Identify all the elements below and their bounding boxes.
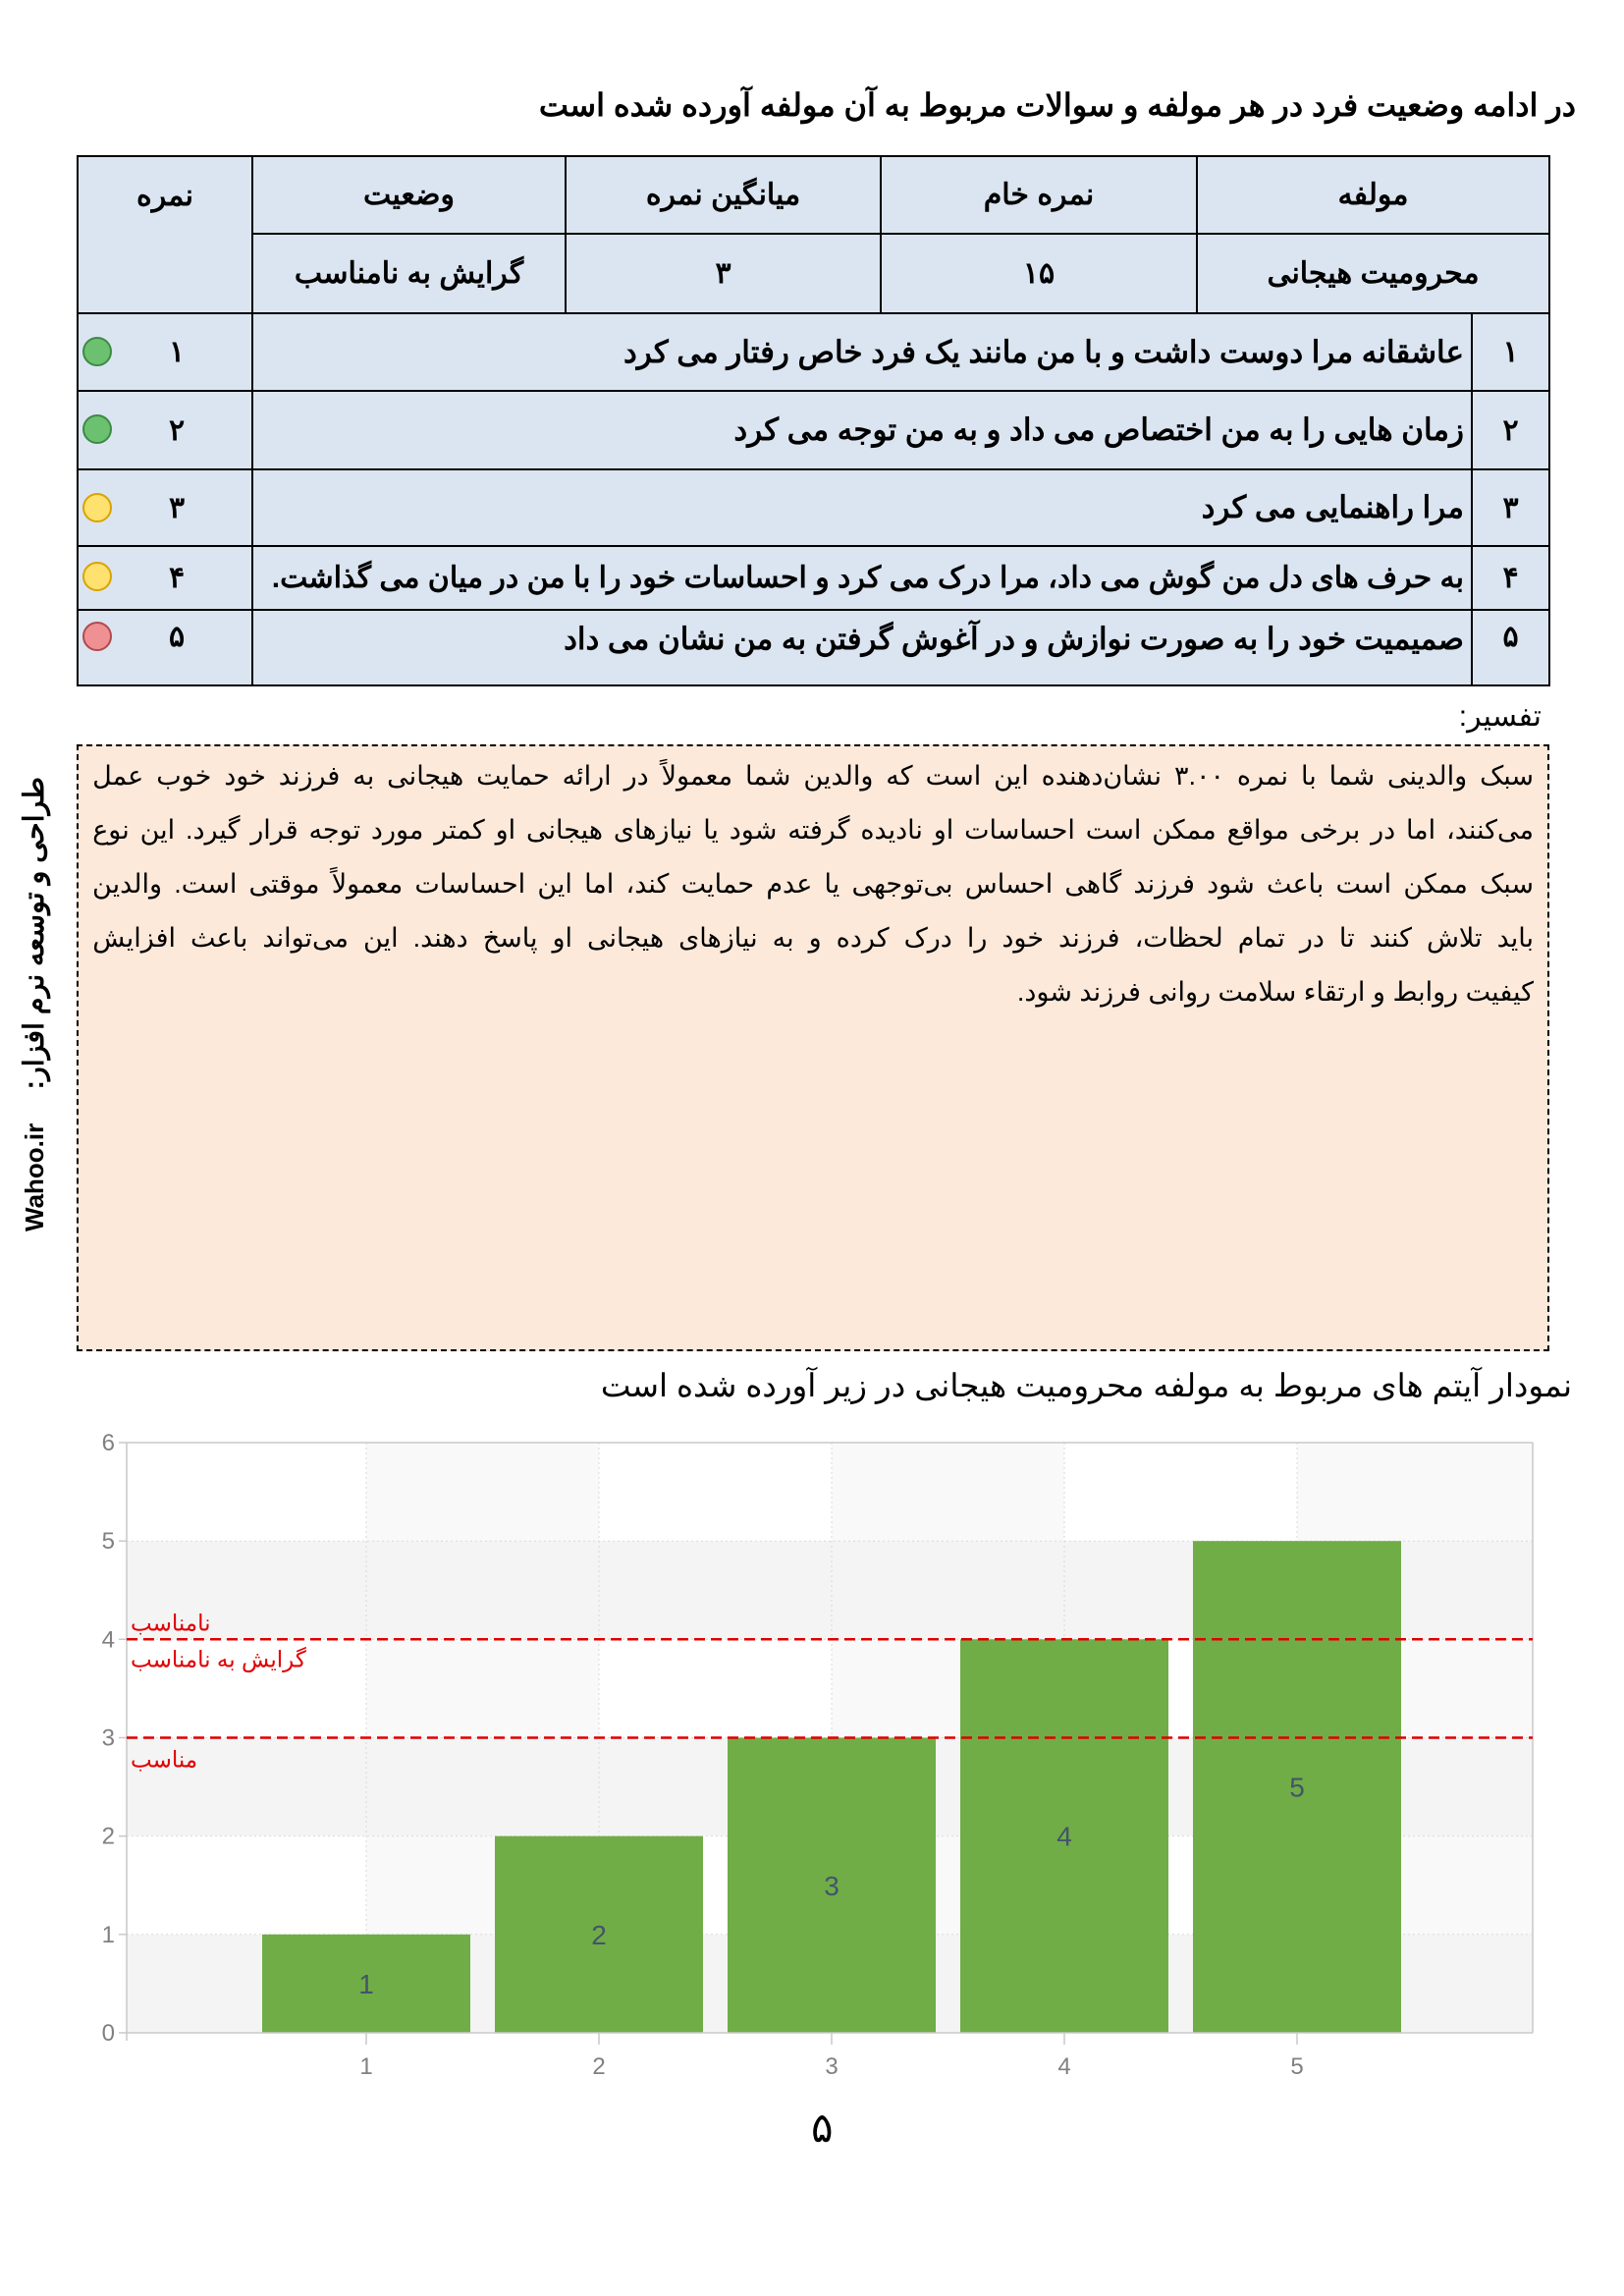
svg-text:4: 4 [102,1626,115,1653]
svg-text:2: 2 [102,1824,115,1850]
svg-text:5: 5 [102,1528,115,1555]
svg-text:2: 2 [592,2053,605,2080]
svg-text:2: 2 [591,1920,607,1950]
svg-text:3: 3 [102,1725,115,1752]
svg-text:6: 6 [102,1430,115,1456]
svg-text:گرایش به نامناسب: گرایش به نامناسب [131,1646,306,1672]
svg-text:0: 0 [102,2020,115,2047]
svg-text:4: 4 [1057,2053,1070,2080]
svg-text:1: 1 [102,1922,115,1948]
svg-text:مناسب: مناسب [131,1747,197,1773]
svg-text:4: 4 [1056,1822,1072,1852]
svg-text:نامناسب: نامناسب [131,1610,211,1635]
svg-text:3: 3 [824,1871,839,1901]
svg-text:1: 1 [359,2053,372,2080]
svg-text:5: 5 [1290,2053,1303,2080]
svg-text:3: 3 [825,2053,838,2080]
svg-text:5: 5 [1289,1773,1305,1803]
svg-text:1: 1 [358,1969,374,1999]
